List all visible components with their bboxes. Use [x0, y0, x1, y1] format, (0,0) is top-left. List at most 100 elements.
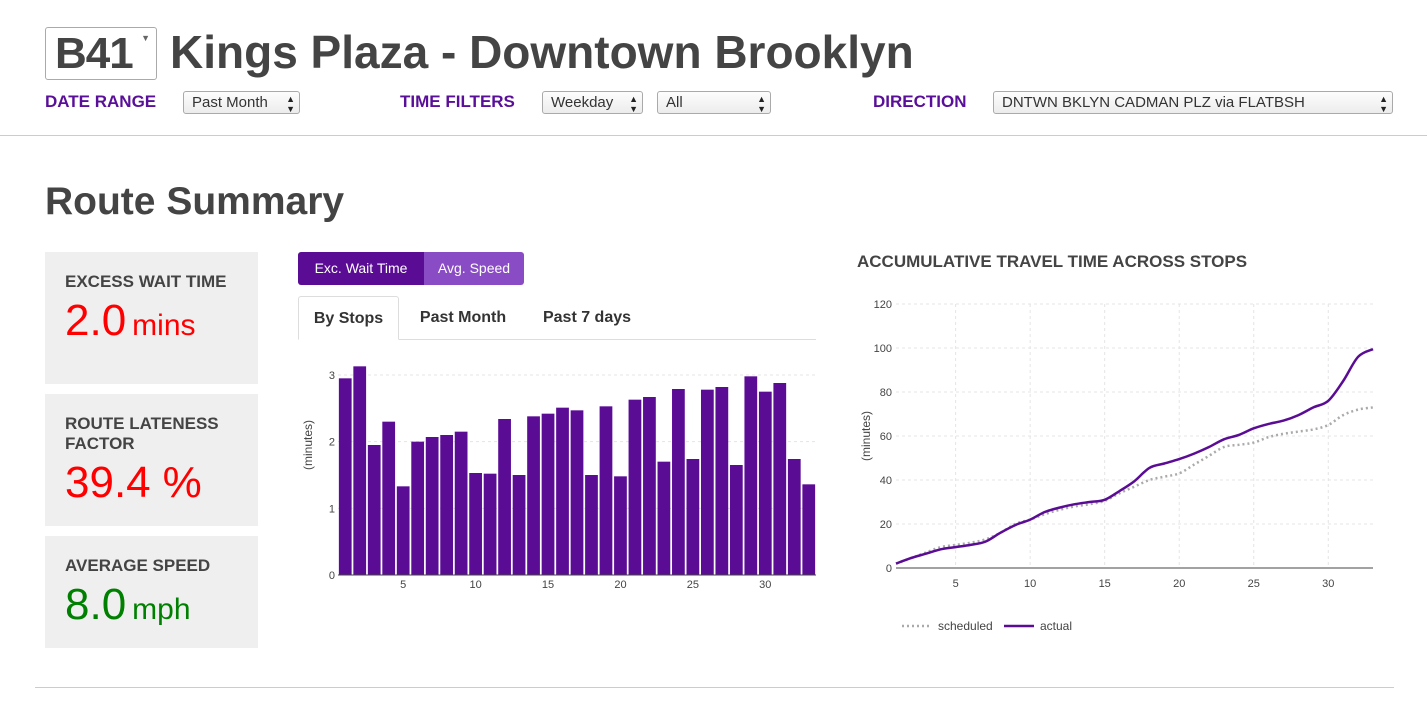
bar-y-tick-label: 0 — [329, 570, 335, 582]
select-arrows-icon: ▲ ▼ — [629, 94, 638, 114]
excess-wait-bar-chart: (minutes) 0 1 2 3 5 10 15 20 25 30 — [301, 366, 816, 591]
route-selector[interactable]: B41 ▼ — [45, 27, 157, 80]
bar-x-tick-label: 10 — [469, 579, 481, 591]
bar — [729, 465, 743, 575]
travel-time-line-chart: 0 20 40 60 80 100 120 5 10 15 20 25 30 (minutes) sched… — [859, 299, 1374, 633]
metric-label: EXCESS WAIT TIME — [65, 272, 227, 291]
line-x-tick-label: 5 — [953, 578, 959, 590]
line-y-tick-label: 40 — [880, 475, 892, 487]
bar-x-tick-label: 25 — [687, 579, 699, 591]
metric-card-excess-wait: EXCESS WAIT TIME 2.0 mins — [45, 252, 258, 384]
bar-y-tick-label: 1 — [329, 503, 335, 515]
direction-label: DIRECTION — [873, 92, 967, 111]
line-y-tick-label: 0 — [886, 563, 892, 575]
metric-number: 8.0 — [65, 580, 127, 629]
day-type-value: Weekday — [551, 94, 614, 111]
bar — [787, 459, 801, 575]
header-divider — [0, 135, 1427, 136]
direction-value: DNTWN BKLYN CADMAN PLZ via FLATBSH — [1002, 94, 1305, 111]
bar — [512, 475, 526, 575]
bar-x-tick-label: 30 — [759, 579, 771, 591]
bar — [382, 421, 396, 575]
bar — [672, 389, 685, 575]
bar — [353, 366, 367, 575]
line-x-tick-label: 20 — [1173, 578, 1185, 590]
metric-label: AVERAGE SPEED — [65, 556, 211, 575]
bar — [686, 459, 700, 575]
direction-select[interactable]: DNTWN BKLYN CADMAN PLZ via FLATBSH ▲ ▼ — [993, 91, 1393, 114]
bar-y-tick-label: 2 — [329, 437, 335, 449]
line-x-tick-label: 15 — [1099, 578, 1111, 590]
tab-by-stops[interactable]: By Stops — [298, 296, 399, 340]
time-period-value: All — [666, 94, 683, 111]
time-filters-label: TIME FILTERS — [400, 92, 515, 111]
metric-unit: mph — [132, 593, 191, 626]
bar — [773, 383, 787, 575]
line-series-scheduled — [895, 406, 1374, 565]
day-type-select[interactable]: Weekday ▲ ▼ — [542, 91, 643, 114]
metric-unit: mins — [132, 309, 196, 342]
tabs-divider — [298, 339, 816, 340]
bar-chart-y-label: (minutes) — [301, 420, 315, 470]
bar — [715, 387, 729, 575]
bottom-divider — [35, 687, 1394, 688]
date-range-value: Past Month — [192, 94, 268, 111]
line-x-tick-label: 10 — [1024, 578, 1036, 590]
metric-value: 8.0 mph — [65, 580, 258, 635]
bar — [454, 431, 468, 575]
line-x-tick-label: 30 — [1322, 578, 1334, 590]
bar — [585, 475, 598, 575]
tab-past-month[interactable]: Past Month — [419, 309, 507, 326]
select-arrows-icon: ▲ ▼ — [1379, 94, 1388, 114]
bar — [483, 473, 497, 575]
line-y-tick-label: 20 — [880, 519, 892, 531]
route-title: Kings Plaza - Downtown Brooklyn — [170, 26, 914, 78]
bar — [469, 473, 482, 575]
bar — [367, 445, 381, 575]
bar-x-tick-label: 15 — [542, 579, 554, 591]
line-chart-title: ACCUMULATIVE TRAVEL TIME ACROSS STOPS — [857, 252, 1248, 271]
avg-speed-toggle-button[interactable]: Avg. Speed — [424, 252, 524, 285]
excess-wait-toggle-button[interactable]: Exc. Wait Time — [298, 252, 424, 285]
bar — [556, 407, 569, 575]
bar-x-tick-label: 20 — [614, 579, 626, 591]
legend-label-scheduled: scheduled — [938, 619, 993, 633]
date-range-select[interactable]: Past Month ▲ ▼ — [183, 91, 300, 114]
bar — [599, 406, 613, 575]
bar — [802, 484, 816, 575]
metric-number: 39.4 — [65, 458, 151, 507]
bar — [570, 410, 584, 575]
line-y-tick-label: 120 — [874, 299, 892, 311]
bar — [411, 441, 425, 575]
line-series-actual — [895, 347, 1374, 565]
select-arrows-icon: ▲ ▼ — [286, 94, 295, 114]
bar — [498, 419, 511, 575]
section-title: Route Summary — [45, 180, 345, 223]
metric-label: ROUTE LATENESS FACTOR — [65, 414, 219, 453]
bar — [700, 389, 714, 575]
legend-label-actual: actual — [1040, 619, 1072, 633]
line-chart-y-label: (minutes) — [859, 411, 873, 461]
bar — [541, 413, 555, 575]
route-id: B41 — [55, 29, 134, 78]
metric-value: 2.0 mins — [65, 296, 258, 351]
bar — [657, 461, 671, 575]
metric-card-lateness: ROUTE LATENESS FACTOR 39.4% — [45, 394, 258, 526]
caret-down-icon: ▼ — [141, 33, 150, 43]
bar — [440, 435, 454, 575]
metric-unit: % — [162, 458, 202, 507]
tab-past-7-days[interactable]: Past 7 days — [542, 309, 632, 326]
bar — [338, 378, 352, 575]
bar — [758, 391, 772, 575]
time-period-select[interactable]: All ▲ ▼ — [657, 91, 771, 114]
bar-x-tick-label: 5 — [400, 579, 406, 591]
metric-number: 2.0 — [65, 296, 127, 345]
line-y-tick-label: 60 — [880, 431, 892, 443]
line-x-tick-label: 25 — [1248, 578, 1260, 590]
bar — [628, 399, 642, 575]
date-range-label: DATE RANGE — [45, 92, 157, 111]
bar — [425, 437, 439, 575]
bar — [614, 476, 627, 575]
bar — [643, 397, 656, 575]
metric-value: 39.4% — [65, 458, 258, 508]
